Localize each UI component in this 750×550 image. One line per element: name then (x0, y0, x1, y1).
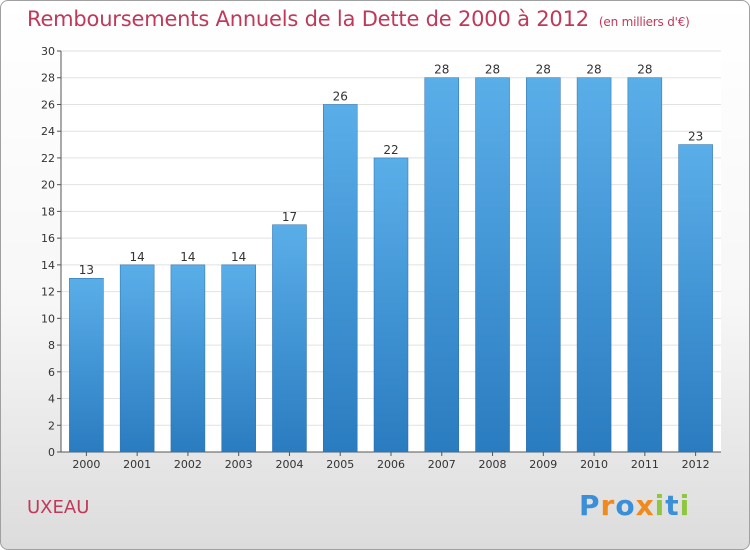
y-tick-label: 0 (48, 446, 55, 459)
y-tick-label: 18 (41, 205, 55, 218)
bar (424, 77, 460, 453)
y-tick-label: 20 (41, 179, 55, 192)
y-tick-label: 10 (41, 312, 55, 325)
y-tick-label: 4 (48, 393, 55, 406)
x-tick-label: 2000 (72, 458, 100, 471)
y-tick-label: 14 (41, 259, 55, 272)
logo-letter: i (679, 489, 691, 522)
bar-value-label: 13 (79, 263, 94, 277)
bar-value-label: 14 (130, 250, 145, 264)
x-tick-label: 2004 (275, 458, 303, 471)
x-tick-label: 2001 (123, 458, 151, 471)
x-tick-label: 2009 (529, 458, 557, 471)
logo-letter: x (635, 489, 655, 522)
bar (119, 264, 155, 453)
logo-letter: o (615, 489, 636, 522)
x-tick-label: 2007 (428, 458, 456, 471)
x-tick-label: 2008 (479, 458, 507, 471)
bar (69, 277, 104, 453)
y-tick-label: 16 (41, 232, 55, 245)
bar-value-label: 28 (434, 63, 449, 77)
bar (170, 264, 206, 453)
bar (221, 264, 256, 453)
x-tick-label: 2010 (580, 458, 608, 471)
chart-subtitle: (en milliers d'€) (598, 15, 690, 29)
bar (526, 77, 561, 453)
x-tick-label: 2005 (326, 458, 354, 471)
bar-value-label: 28 (637, 63, 652, 77)
y-tick-label: 8 (48, 339, 55, 352)
bar-value-label: 26 (333, 89, 348, 103)
y-tick-label: 6 (48, 366, 55, 379)
x-tick-label: 2002 (174, 458, 202, 471)
bar (678, 144, 713, 453)
y-tick-label: 30 (41, 45, 55, 58)
bar (373, 157, 409, 453)
bar (272, 224, 307, 453)
bar-value-label: 22 (383, 143, 398, 157)
x-tick-label: 2011 (631, 458, 659, 471)
logo-letter: t (665, 489, 680, 522)
bar (627, 77, 663, 453)
y-tick-label: 26 (41, 98, 55, 111)
bar (576, 77, 612, 453)
chart-title-text: Remboursements Annuels de la Dette de 20… (27, 7, 589, 31)
bar-value-label: 28 (536, 63, 551, 77)
bar-value-label: 14 (180, 250, 195, 264)
x-tick-label: 2003 (225, 458, 253, 471)
bar-value-label: 28 (485, 63, 500, 77)
y-tick-label: 28 (41, 72, 55, 85)
bar (322, 104, 358, 453)
x-tick-label: 2012 (682, 458, 710, 471)
commune-name: UXEAU (27, 497, 90, 518)
logo-letter: r (600, 489, 616, 522)
bar-value-label: 14 (231, 250, 246, 264)
proxiti-logo: Proxiti (579, 489, 690, 522)
bar-value-label: 17 (282, 210, 297, 224)
logo-letter: P (579, 489, 601, 522)
bar (475, 77, 510, 453)
y-tick-label: 2 (48, 419, 55, 432)
y-tick-label: 24 (41, 125, 55, 138)
logo-letter: i (654, 489, 666, 522)
chart-title: Remboursements Annuels de la Dette de 20… (27, 7, 690, 31)
y-tick-label: 22 (41, 152, 55, 165)
bar-value-label: 28 (586, 63, 601, 77)
bar-value-label: 23 (688, 130, 703, 144)
x-tick-label: 2006 (377, 458, 405, 471)
y-tick-label: 12 (41, 286, 55, 299)
